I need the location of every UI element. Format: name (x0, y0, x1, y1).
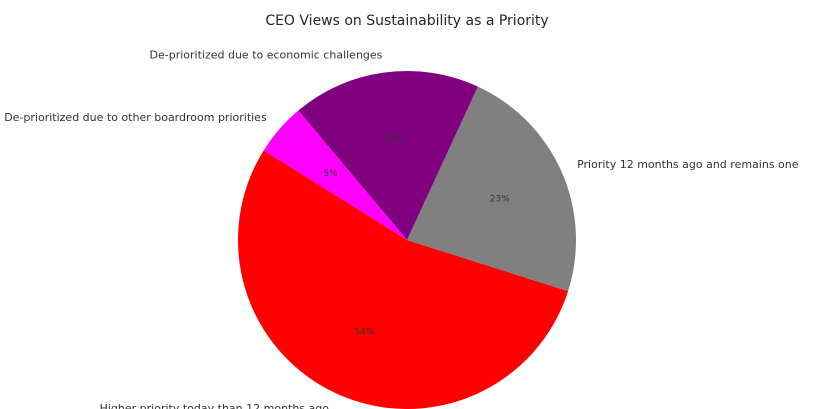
slice-label-priority-12-months-ago-and-remains-one: Priority 12 months ago and remains one (577, 158, 799, 171)
pie-slices (238, 70, 577, 409)
percent-label-priority-12-months-ago-and-remains-one: 23% (490, 195, 510, 205)
pie-slice-labels: De-prioritized due to other boardroom pr… (4, 49, 799, 409)
pie-slice-higher-priority-today-than-12-months-ago (238, 150, 569, 409)
slice-label-higher-priority-today-than-12-months-ago: Higher priority today than 12 months ago (100, 402, 330, 409)
chart-title: CEO Views on Sustainability as a Priorit… (265, 13, 548, 29)
percent-label-higher-priority-today-than-12-months-ago: 54% (354, 328, 374, 338)
percent-label-de-prioritized-due-to-other-boardroom-priorities: 5% (323, 169, 338, 179)
pie-slice-de-prioritized-due-to-other-boardroom-priorities (263, 110, 407, 241)
pie-slice-priority-12-months-ago-and-remains-one (407, 86, 577, 292)
slice-label-de-prioritized-due-to-economic-challenges: De-prioritized due to economic challenge… (150, 49, 383, 62)
percent-label-de-prioritized-due-to-economic-challenges: 18% (384, 135, 404, 145)
pie-percent-labels: 5% 54% 23% 18% (323, 135, 510, 338)
slice-label-de-prioritized-due-to-other-boardroom-priorities: De-prioritized due to other boardroom pr… (4, 111, 267, 124)
pie-slice-de-prioritized-due-to-economic-challenges (298, 70, 478, 240)
